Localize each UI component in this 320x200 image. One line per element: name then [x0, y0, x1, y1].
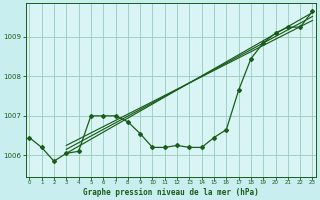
- X-axis label: Graphe pression niveau de la mer (hPa): Graphe pression niveau de la mer (hPa): [83, 188, 259, 197]
